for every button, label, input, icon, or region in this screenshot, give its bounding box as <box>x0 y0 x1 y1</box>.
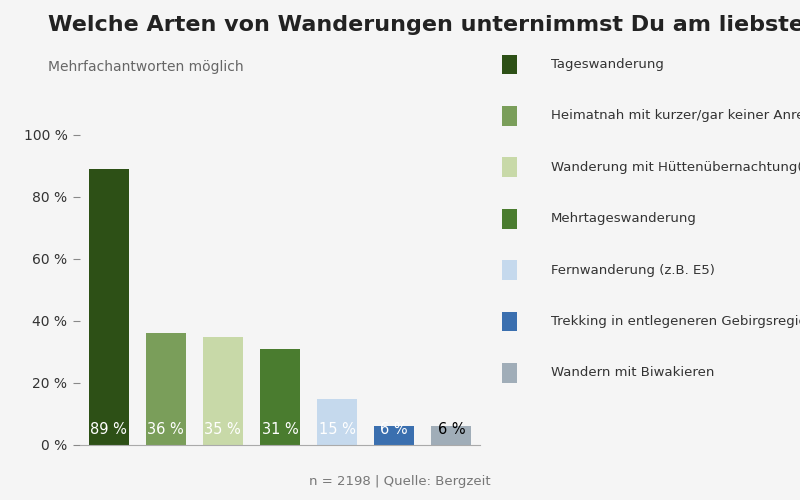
Text: Mehrtageswanderung: Mehrtageswanderung <box>550 212 697 225</box>
Bar <box>203 336 243 445</box>
Text: Fernwanderung (z.B. E5): Fernwanderung (z.B. E5) <box>550 264 714 276</box>
Text: 36 %: 36 % <box>147 422 184 437</box>
Text: Trekking in entlegeneren Gebirgsregionen der Welt: Trekking in entlegeneren Gebirgsregionen… <box>550 315 800 328</box>
Text: n = 2198 | Quelle: Bergzeit: n = 2198 | Quelle: Bergzeit <box>309 474 491 488</box>
Text: 31 %: 31 % <box>262 422 298 437</box>
Bar <box>146 334 186 445</box>
FancyBboxPatch shape <box>502 106 517 126</box>
Text: 6 %: 6 % <box>381 422 408 437</box>
FancyBboxPatch shape <box>502 260 517 280</box>
Text: Wandern mit Biwakieren: Wandern mit Biwakieren <box>550 366 714 380</box>
Text: Wanderung mit Hüttenübernachtung(en): Wanderung mit Hüttenübernachtung(en) <box>550 161 800 174</box>
Text: Welche Arten von Wanderungen unternimmst Du am liebsten?: Welche Arten von Wanderungen unternimmst… <box>48 15 800 35</box>
Text: 89 %: 89 % <box>90 422 127 437</box>
Text: Mehrfachantworten möglich: Mehrfachantworten möglich <box>48 60 244 74</box>
Text: 15 %: 15 % <box>318 422 355 437</box>
Text: Heimatnah mit kurzer/gar keiner Anreise: Heimatnah mit kurzer/gar keiner Anreise <box>550 110 800 122</box>
Text: Tageswanderung: Tageswanderung <box>550 58 663 71</box>
FancyBboxPatch shape <box>502 312 517 332</box>
FancyBboxPatch shape <box>502 54 517 74</box>
FancyBboxPatch shape <box>502 158 517 177</box>
Bar <box>431 426 471 445</box>
Text: 6 %: 6 % <box>438 422 466 437</box>
Text: 35 %: 35 % <box>205 422 242 437</box>
Bar <box>260 349 300 445</box>
FancyBboxPatch shape <box>502 363 517 383</box>
FancyBboxPatch shape <box>502 209 517 229</box>
Bar <box>317 398 357 445</box>
Bar <box>374 426 414 445</box>
Bar <box>89 169 129 445</box>
